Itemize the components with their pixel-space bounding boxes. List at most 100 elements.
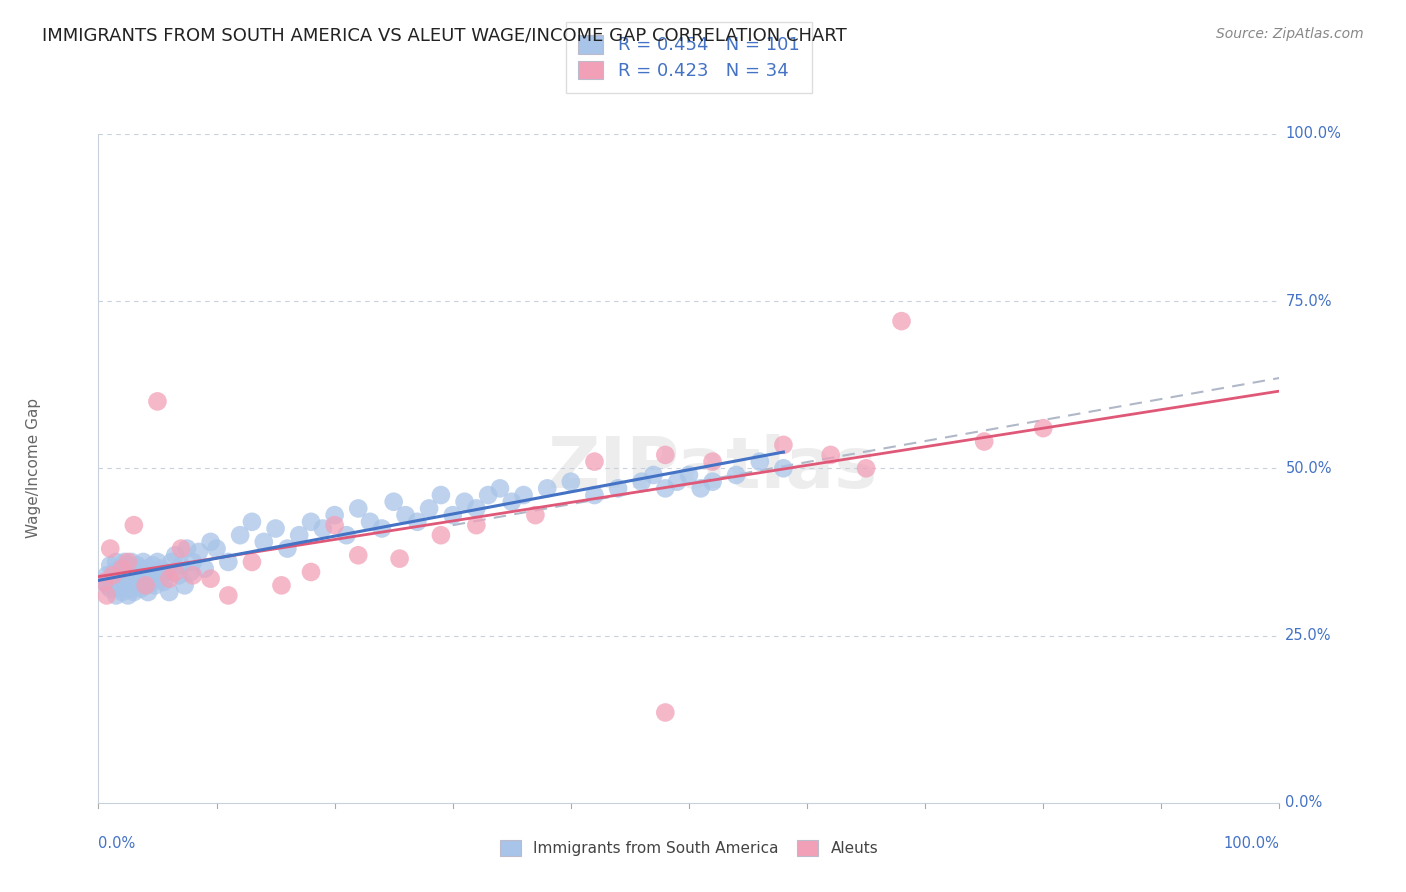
Point (489, 482, 512, 496)
Point (97, 578, 120, 592)
Point (98, 558, 121, 573)
Point (105, 589, 128, 603)
Point (654, 448, 676, 462)
Point (299, 565, 322, 579)
Point (165, 565, 187, 579)
Point (98, 541, 121, 556)
Point (359, 515, 381, 529)
Point (312, 521, 335, 535)
Point (103, 565, 125, 579)
Point (643, 468, 665, 483)
Point (441, 508, 464, 523)
Point (176, 541, 198, 556)
Point (453, 494, 475, 508)
Text: 75.0%: 75.0% (1285, 293, 1331, 309)
Point (430, 488, 453, 502)
Point (124, 568, 146, 582)
Text: IMMIGRANTS FROM SOUTH AMERICA VS ALEUT WAGE/INCOME GAP CORRELATION CHART: IMMIGRANTS FROM SOUTH AMERICA VS ALEUT W… (42, 27, 846, 45)
Point (146, 394, 169, 409)
Point (323, 508, 346, 523)
Point (560, 475, 582, 489)
Point (135, 578, 157, 592)
Point (288, 528, 311, 542)
Point (200, 572, 222, 586)
Point (270, 578, 292, 592)
Point (122, 585, 145, 599)
Point (143, 578, 166, 592)
Point (132, 555, 155, 569)
Point (465, 501, 488, 516)
Point (115, 562, 138, 576)
Point (347, 501, 370, 516)
Point (347, 548, 370, 563)
Point (128, 562, 150, 576)
Text: 0.0%: 0.0% (1285, 796, 1323, 810)
Point (96, 568, 118, 582)
Point (111, 565, 134, 579)
Point (382, 494, 405, 508)
Point (129, 582, 152, 596)
Point (418, 501, 440, 516)
Point (112, 555, 135, 569)
Point (111, 585, 134, 599)
Text: 100.0%: 100.0% (1223, 837, 1279, 851)
Point (180, 565, 202, 579)
Text: 50.0%: 50.0% (1285, 461, 1331, 475)
Point (630, 475, 652, 489)
Point (128, 572, 150, 586)
Point (253, 535, 276, 549)
Point (108, 562, 131, 576)
Point (187, 545, 209, 559)
Point (120, 565, 142, 579)
Point (105, 555, 128, 569)
Point (121, 582, 143, 596)
Text: Source: ZipAtlas.com: Source: ZipAtlas.com (1216, 27, 1364, 41)
Point (155, 565, 177, 579)
Point (772, 461, 794, 475)
Point (299, 515, 322, 529)
Point (138, 562, 160, 576)
Point (136, 585, 159, 599)
Point (217, 589, 239, 603)
Point (394, 508, 416, 523)
Point (117, 589, 139, 603)
Point (200, 535, 222, 549)
Point (323, 518, 346, 533)
Point (388, 551, 411, 566)
Point (118, 575, 141, 590)
Text: Wage/Income Gap: Wage/Income Gap (25, 398, 41, 539)
Point (157, 585, 180, 599)
Point (111, 562, 134, 576)
Point (689, 482, 711, 496)
Point (371, 521, 394, 535)
Point (583, 455, 606, 469)
Point (150, 562, 173, 576)
Point (117, 555, 139, 569)
Point (725, 468, 748, 483)
Point (114, 568, 136, 582)
Point (654, 482, 676, 496)
Point (973, 434, 995, 449)
Point (666, 475, 689, 489)
Point (205, 541, 228, 556)
Point (135, 565, 157, 579)
Point (141, 575, 163, 590)
Point (702, 475, 724, 489)
Point (583, 488, 606, 502)
Point (149, 572, 172, 586)
Point (607, 482, 630, 496)
Point (678, 468, 700, 483)
Point (110, 582, 132, 596)
Point (117, 558, 139, 573)
Point (536, 482, 558, 496)
Point (702, 455, 724, 469)
Point (181, 568, 204, 582)
Point (125, 578, 148, 592)
Point (194, 562, 217, 576)
Point (121, 555, 143, 569)
Legend: Immigrants from South America, Aleuts: Immigrants from South America, Aleuts (494, 834, 884, 862)
Point (772, 438, 794, 452)
Point (406, 515, 429, 529)
Point (146, 555, 169, 569)
Point (101, 572, 124, 586)
